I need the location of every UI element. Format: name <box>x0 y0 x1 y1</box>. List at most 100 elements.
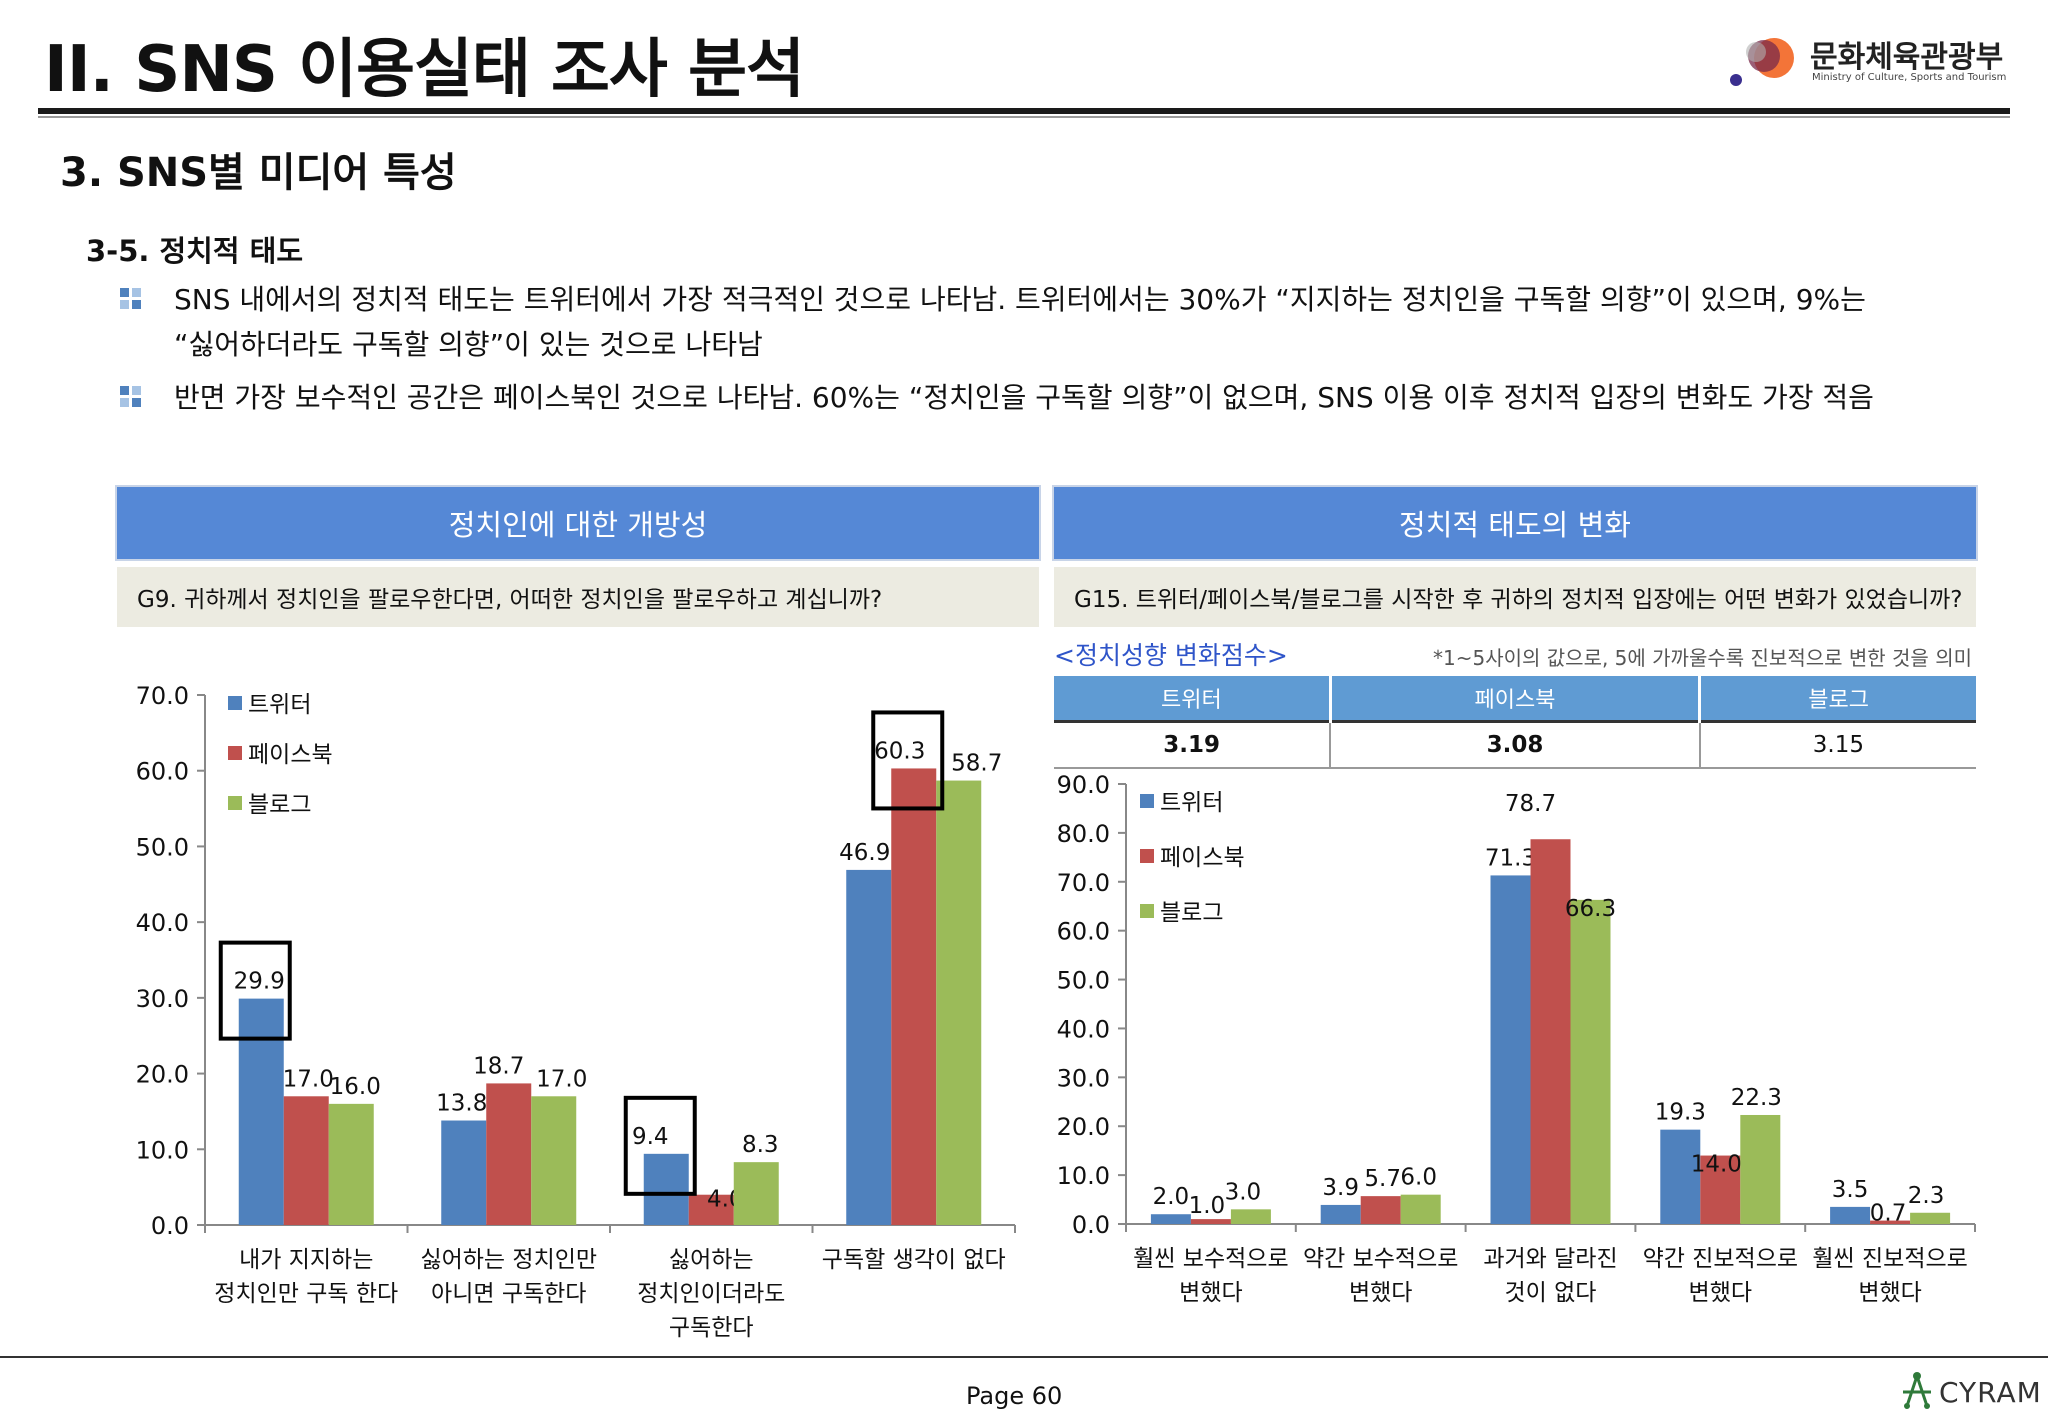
bar <box>846 869 892 1225</box>
data-label: 17.0 <box>536 1066 587 1092</box>
y-tick-label: 50.0 <box>136 833 189 861</box>
x-tick-label: 아니면 구독한다 <box>431 1281 586 1307</box>
score-value-twitter: 3.19 <box>1054 720 1332 769</box>
y-tick-label: 20.0 <box>136 1061 189 1089</box>
bar <box>328 1103 374 1225</box>
y-tick-label: 80.0 <box>1057 820 1110 848</box>
y-tick-label: 70.0 <box>1057 869 1110 897</box>
bar <box>1490 875 1531 1224</box>
legend-label: 블로그 <box>248 792 311 818</box>
data-label: 14.0 <box>1691 1152 1742 1178</box>
legend-swatch <box>1140 849 1154 863</box>
data-label: 58.7 <box>951 751 1002 777</box>
x-tick-label: 싫어하는 정치인만 <box>420 1247 597 1273</box>
ministry-name-english: Ministry of Culture, Sports and Tourism <box>1812 72 2007 83</box>
score-header-blog: 블로그 <box>1699 676 1976 722</box>
y-tick-label: 20.0 <box>1057 1113 1110 1141</box>
page-number: Page 60 <box>966 1382 1063 1410</box>
data-label: 2.0 <box>1153 1184 1190 1210</box>
data-label: 71.3 <box>1485 845 1536 871</box>
data-label: 17.0 <box>283 1066 334 1092</box>
cyram-logo: CYRAM <box>1895 1370 2045 1414</box>
x-tick-label: 변했다 <box>1858 1280 1921 1306</box>
y-tick-label: 10.0 <box>136 1136 189 1164</box>
data-label: 78.7 <box>1505 791 1556 817</box>
footer-divider <box>0 1356 2048 1358</box>
bar <box>936 780 982 1225</box>
bar <box>1700 1155 1741 1224</box>
right-panel-title: 정치적 태도의 변화 <box>1052 485 1978 561</box>
bar <box>441 1120 487 1225</box>
bar <box>733 1162 779 1225</box>
page-title: II. SNS 이용실태 조사 분석 <box>44 33 805 107</box>
left-panel-question: G9. 귀하께서 정치인을 팔로우한다면, 어떠한 정치인을 팔로우하고 계십니… <box>117 567 1039 627</box>
bar <box>1910 1212 1951 1224</box>
data-label: 1.0 <box>1189 1193 1226 1219</box>
highlight-box <box>871 710 945 811</box>
legend-label: 페이스북 <box>1160 845 1245 871</box>
data-label: 3.0 <box>1225 1179 1262 1205</box>
bullet-text-2: 반면 가장 보수적인 공간은 페이스북인 것으로 나타남. 60%는 “정치인을… <box>174 381 1874 414</box>
ministry-logo: 문화체육관광부 Ministry of Culture, Sports and … <box>1726 28 2016 98</box>
bar <box>1150 1214 1191 1224</box>
data-label: 5.7 <box>1364 1166 1401 1192</box>
bar <box>1190 1219 1231 1224</box>
y-tick-label: 50.0 <box>1057 967 1110 995</box>
bar <box>643 1153 689 1225</box>
bar <box>1230 1209 1271 1224</box>
right-panel-question: G15. 트위터/페이스북/블로그를 시작한 후 귀하의 정치적 입장에는 어떤… <box>1054 567 1976 627</box>
bar <box>1400 1194 1441 1224</box>
bar <box>1570 899 1611 1224</box>
ministry-name-korean: 문화체육관광부 <box>1810 40 2004 75</box>
bullet-icon <box>120 288 142 310</box>
score-table: 트위터 페이스북 블로그 3.19 3.08 3.15 <box>1054 676 1976 769</box>
x-tick-label: 싫어하는 <box>669 1247 754 1273</box>
bar <box>486 1083 532 1225</box>
data-label: 13.8 <box>436 1091 487 1117</box>
y-tick-label: 60.0 <box>1057 918 1110 946</box>
legend-swatch <box>228 796 242 810</box>
x-tick-label: 변했다 <box>1179 1280 1242 1306</box>
header-divider <box>38 108 2010 114</box>
bar <box>1740 1114 1781 1224</box>
data-label: 2.3 <box>1908 1183 1945 1209</box>
cyram-emblem-icon <box>1903 1372 1931 1409</box>
data-label: 66.3 <box>1565 896 1616 922</box>
bar <box>1530 839 1571 1224</box>
x-tick-label: 약간 진보적으로 <box>1643 1246 1798 1272</box>
bar <box>1830 1206 1871 1224</box>
legend-swatch <box>1140 904 1154 918</box>
bar <box>1660 1129 1701 1224</box>
data-label: 9.4 <box>632 1124 669 1150</box>
bullet-icon <box>120 386 142 408</box>
bar <box>283 1096 329 1225</box>
y-tick-label: 60.0 <box>136 758 189 786</box>
left-panel-title: 정치인에 대한 개방성 <box>115 485 1041 561</box>
highlight-box <box>623 1095 697 1196</box>
y-tick-label: 40.0 <box>136 909 189 937</box>
data-label: 18.7 <box>473 1053 524 1079</box>
legend-label: 블로그 <box>1160 900 1223 926</box>
x-tick-label: 약간 보수적으로 <box>1303 1246 1458 1272</box>
x-tick-label: 내가 지지하는 <box>239 1247 373 1273</box>
data-label: 16.0 <box>330 1074 381 1100</box>
data-label: 29.9 <box>234 969 285 995</box>
y-tick-label: 30.0 <box>136 985 189 1013</box>
highlight-box <box>218 940 292 1041</box>
data-label: 6.0 <box>1400 1165 1437 1191</box>
bar <box>531 1096 577 1225</box>
y-tick-label: 70.0 <box>136 682 189 710</box>
bar <box>891 768 937 1225</box>
data-label: 46.9 <box>839 840 890 866</box>
y-tick-label: 90.0 <box>1057 771 1110 799</box>
data-label: 3.9 <box>1322 1175 1359 1201</box>
x-tick-label: 훨씬 진보적으로 <box>1812 1246 1967 1272</box>
x-tick-label: 과거와 달라진 <box>1483 1246 1617 1272</box>
legend-swatch <box>228 696 242 710</box>
score-header-facebook: 페이스북 <box>1330 676 1702 722</box>
x-tick-label: 것이 없다 <box>1505 1280 1597 1306</box>
chart-political-change: 0.0 10.0 20.0 30.0 40.0 50.0 60.0 70.0 80.0 90.0 2… <box>1057 771 1976 1306</box>
score-header-twitter: 트위터 <box>1054 676 1332 722</box>
cyram-brand: CYRAM <box>1939 1376 2042 1409</box>
bar <box>1870 1220 1911 1224</box>
